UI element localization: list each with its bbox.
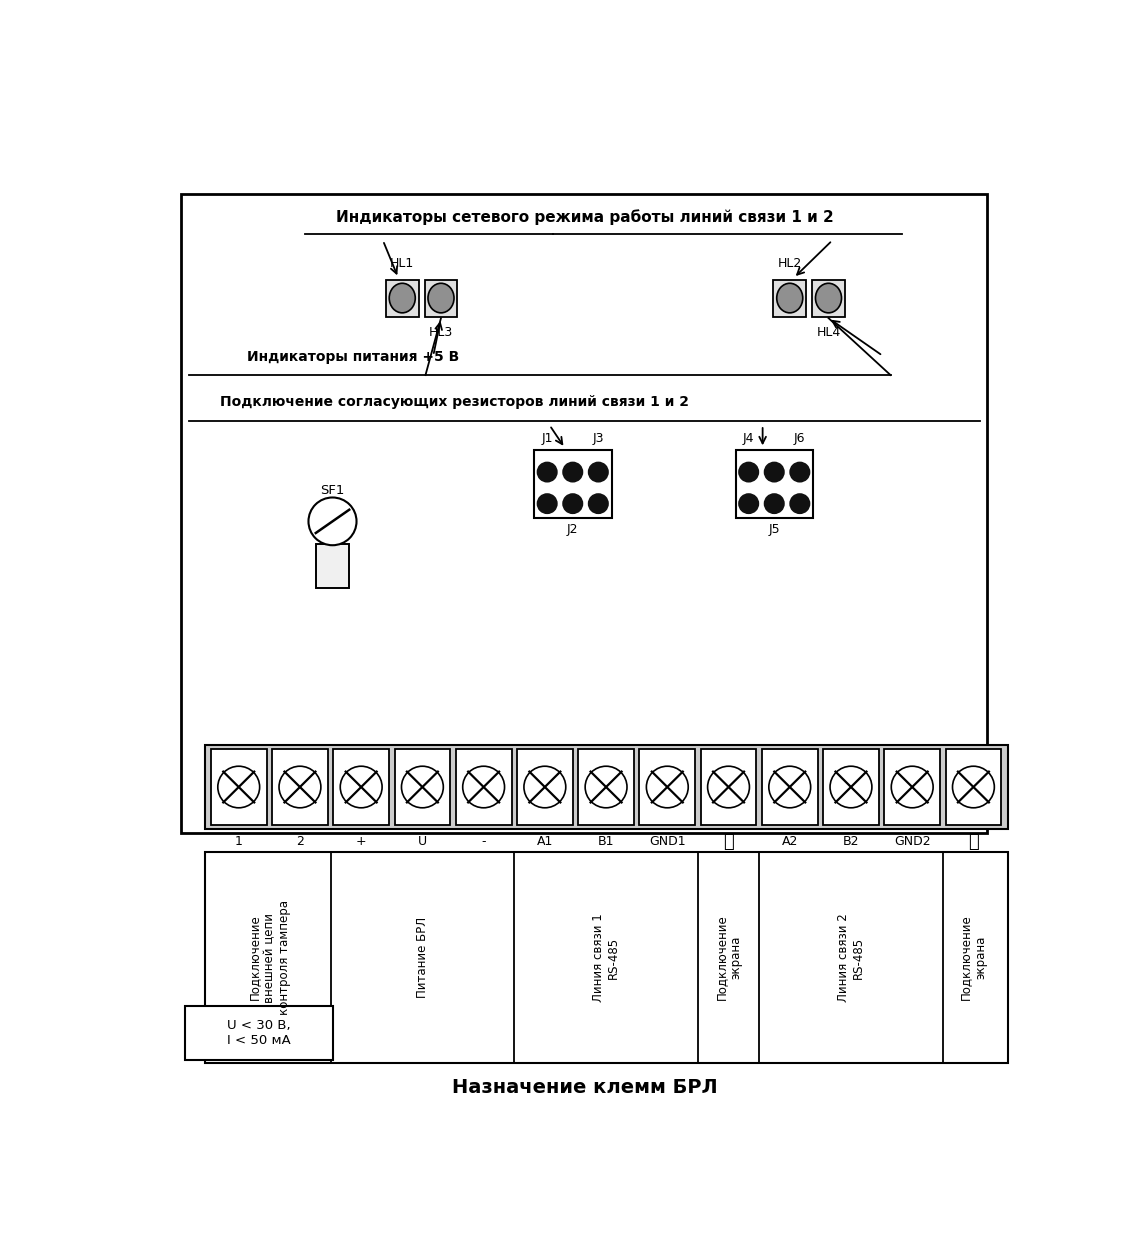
Circle shape (563, 494, 582, 513)
Text: Назначение клемм БРЛ: Назначение клемм БРЛ (452, 1078, 718, 1097)
Bar (701, 750, 756, 825)
Text: J4: J4 (743, 432, 754, 446)
Bar (455, 750, 511, 825)
Bar (774, 280, 806, 316)
Circle shape (790, 494, 809, 513)
Circle shape (646, 766, 688, 808)
Circle shape (764, 462, 784, 482)
Circle shape (340, 766, 382, 808)
Circle shape (524, 766, 566, 808)
Circle shape (769, 766, 810, 808)
Text: ⏚: ⏚ (723, 833, 734, 851)
Circle shape (707, 766, 750, 808)
Circle shape (891, 766, 933, 808)
Bar (204, 852, 1009, 1063)
Text: J1: J1 (542, 432, 553, 446)
Text: SF1: SF1 (321, 484, 345, 497)
Text: HL1: HL1 (390, 256, 414, 270)
Bar (762, 750, 818, 825)
Text: J3: J3 (592, 432, 604, 446)
Circle shape (739, 494, 759, 513)
Circle shape (953, 766, 994, 808)
Text: A2: A2 (782, 835, 798, 849)
Bar (639, 750, 695, 825)
Circle shape (280, 766, 321, 808)
Circle shape (764, 494, 784, 513)
Bar (211, 750, 267, 825)
Text: Подключение
экрана: Подключение экрана (714, 914, 743, 1000)
Text: ⏚: ⏚ (968, 833, 979, 851)
Bar (333, 750, 389, 825)
Ellipse shape (777, 284, 803, 312)
Bar (736, 450, 814, 518)
Text: Подключение
внешней цепи
контроля тампера: Подключение внешней цепи контроля тампер… (248, 900, 291, 1015)
Text: HL2: HL2 (778, 256, 802, 270)
Circle shape (739, 462, 759, 482)
Text: B2: B2 (843, 835, 859, 849)
Bar (316, 544, 349, 589)
Bar (517, 750, 573, 825)
Ellipse shape (428, 284, 454, 312)
Bar (884, 750, 940, 825)
Bar (812, 280, 844, 316)
Bar (823, 750, 879, 825)
Circle shape (589, 462, 608, 482)
Text: Индикаторы сетевого режима работы линий связи 1 и 2: Индикаторы сетевого режима работы линий … (335, 209, 833, 225)
Bar (185, 1006, 332, 1059)
Text: -: - (482, 835, 486, 849)
Bar (181, 195, 987, 833)
Text: GND1: GND1 (649, 835, 686, 849)
Circle shape (402, 766, 444, 808)
Text: J5: J5 (768, 523, 780, 535)
Circle shape (537, 494, 557, 513)
Text: B1: B1 (598, 835, 614, 849)
Ellipse shape (389, 284, 415, 312)
Circle shape (537, 462, 557, 482)
Text: Линия связи 2
RS-485: Линия связи 2 RS-485 (837, 913, 865, 1002)
Text: HL4: HL4 (816, 326, 841, 339)
Text: J2: J2 (567, 523, 578, 535)
Text: Подключение согласующих резисторов линий связи 1 и 2: Подключение согласующих резисторов линий… (220, 395, 689, 409)
Circle shape (308, 498, 356, 545)
Bar (272, 750, 327, 825)
Circle shape (463, 766, 504, 808)
Text: Подключение
экрана: Подключение экрана (960, 914, 987, 1000)
Text: U < 30 В,
I < 50 мА: U < 30 В, I < 50 мА (227, 1018, 291, 1047)
Text: 1: 1 (235, 835, 243, 849)
Bar (946, 750, 1002, 825)
Ellipse shape (816, 284, 842, 312)
Text: U: U (418, 835, 427, 849)
Text: A1: A1 (536, 835, 553, 849)
Bar (534, 450, 612, 518)
Bar (204, 745, 1009, 829)
Text: J6: J6 (794, 432, 806, 446)
Text: 2: 2 (296, 835, 304, 849)
Bar (395, 750, 451, 825)
Circle shape (563, 462, 582, 482)
Bar (578, 750, 634, 825)
Text: Линия связи 1
RS-485: Линия связи 1 RS-485 (592, 913, 620, 1002)
Text: HL3: HL3 (429, 326, 453, 339)
Text: +: + (356, 835, 366, 849)
Circle shape (218, 766, 260, 808)
Circle shape (585, 766, 628, 808)
Text: Питание БРЛ: Питание БРЛ (416, 917, 429, 999)
Circle shape (790, 462, 809, 482)
Bar (424, 280, 458, 316)
Text: Индикаторы питания +5 В: Индикаторы питания +5 В (248, 351, 460, 364)
Bar (386, 280, 419, 316)
Circle shape (830, 766, 872, 808)
Text: GND2: GND2 (893, 835, 931, 849)
Circle shape (589, 494, 608, 513)
